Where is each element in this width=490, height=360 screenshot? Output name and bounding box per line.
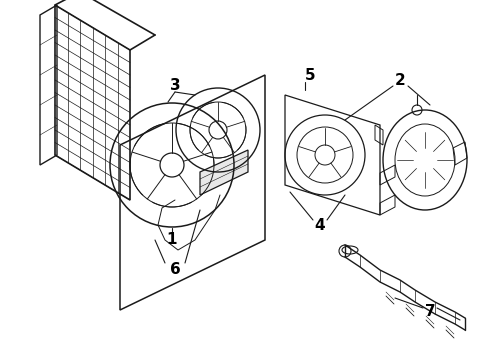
Text: 2: 2 [394,72,405,87]
Text: 6: 6 [170,262,180,278]
Text: 1: 1 [167,233,177,248]
Text: 4: 4 [315,217,325,233]
Text: 5: 5 [305,68,315,82]
Text: 7: 7 [425,305,435,320]
Polygon shape [200,150,248,195]
Text: 3: 3 [170,77,180,93]
